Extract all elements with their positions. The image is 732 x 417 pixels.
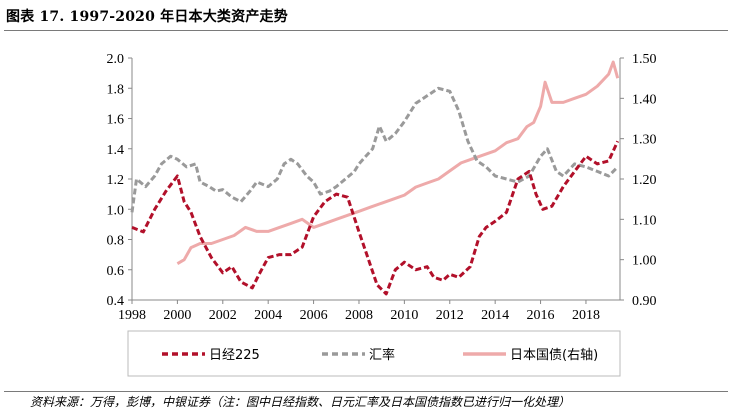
y-left-tick-label: 1.8 <box>107 82 125 97</box>
y-left-tick-label: 1.4 <box>107 143 125 158</box>
source-note: 资料来源：万得，彭博，中银证券（注：图中日经指数、日元汇率及日本国债指数已进行归… <box>30 395 571 409</box>
tick-labels: 0.4 0.6 0.8 1.0 1.2 1.4 1.6 1.8 2.0 0.90 1.00 1.10 1… <box>107 52 657 323</box>
x-tick-label: 2002 <box>209 308 237 323</box>
series-line-fx <box>130 86 619 213</box>
y-left-tick-label: 2.0 <box>107 52 125 67</box>
x-tick-label: 2008 <box>345 308 373 323</box>
y-right-tick-label: 1.00 <box>632 254 657 269</box>
y-left-tick-label: 1.6 <box>107 113 125 128</box>
bottom-rule <box>4 391 728 392</box>
title-rule <box>4 30 728 31</box>
x-tick-label: 2004 <box>254 308 282 323</box>
x-tick-label: 2006 <box>300 308 328 323</box>
y-left-tick-label: 1.2 <box>107 173 125 188</box>
x-tick-label: 2012 <box>436 308 464 323</box>
x-tick-label: 1998 <box>118 308 146 323</box>
series-lines <box>130 60 620 296</box>
y-right-tick-label: 1.10 <box>632 213 657 228</box>
x-tick-label: 2014 <box>481 308 509 323</box>
y-right-tick-label: 1.40 <box>632 92 657 107</box>
series-line-nikkei <box>131 140 620 296</box>
y-left-tick-label: 0.8 <box>107 234 125 249</box>
x-tick-label: 2018 <box>572 308 600 323</box>
y-right-tick-label: 1.20 <box>632 173 657 188</box>
y-right-tick-label: 0.90 <box>632 294 657 309</box>
x-tick-label: 2016 <box>527 308 555 323</box>
legend: 日经225 汇率 日本国债(右轴) <box>127 330 621 377</box>
legend-label-fx: 汇率 <box>369 347 395 363</box>
y-left-tick-label: 1.0 <box>107 203 125 218</box>
legend-box <box>127 330 621 377</box>
y-right-tick-label: 1.50 <box>632 52 657 67</box>
plot-frame <box>128 57 624 304</box>
legend-label-jgb: 日本国债(右轴) <box>510 348 598 363</box>
figure-title: 图表 17. 1997-2020 年日本大类资产走势 <box>6 9 288 25</box>
y-left-tick-label: 0.6 <box>107 264 125 279</box>
legend-label-nikkei: 日经225 <box>209 348 260 363</box>
series-line-jgb <box>176 60 620 265</box>
y-right-tick-label: 1.30 <box>632 133 657 148</box>
y-left-tick-label: 0.4 <box>107 294 125 309</box>
x-tick-label: 2000 <box>163 308 191 323</box>
x-tick-label: 2010 <box>390 308 418 323</box>
